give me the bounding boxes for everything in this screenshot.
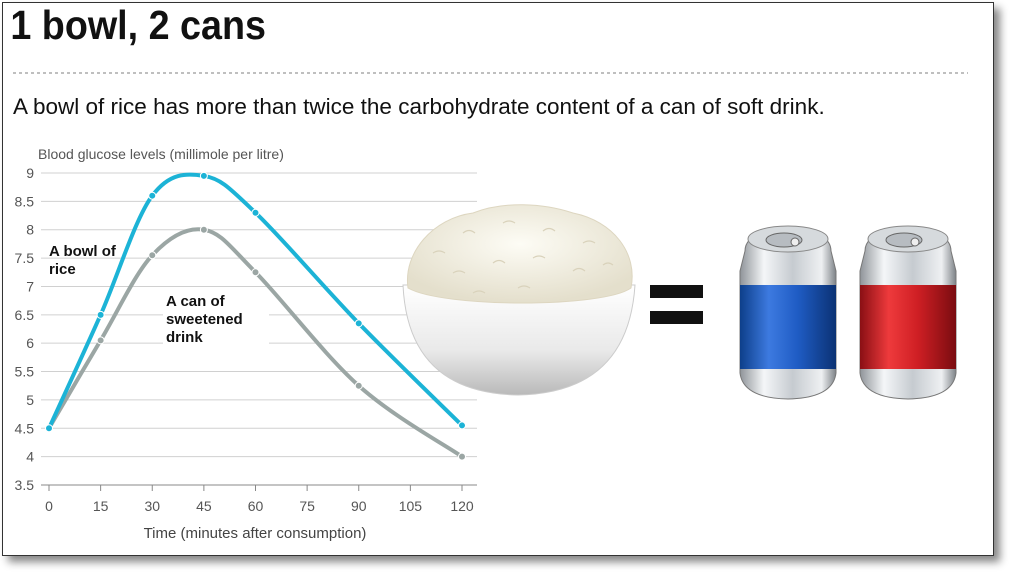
data-point [199, 225, 208, 234]
data-point [96, 336, 105, 345]
data-point [354, 319, 363, 328]
series-label: A bowl of rice [49, 243, 116, 278]
x-tick-label: 75 [299, 498, 315, 514]
red-can [859, 225, 957, 400]
plot: 3.544.555.566.577.588.590 15 30 45 60 75 90 105… [15, 165, 477, 514]
y-tick-label: 8 [26, 222, 34, 238]
y-tick-label: 7.5 [15, 250, 35, 266]
x-axis-label: Time (minutes after consumption) [144, 525, 367, 542]
data-point [148, 251, 157, 260]
x-tick-label: 0 [45, 498, 53, 514]
blue-can [739, 225, 837, 400]
equals-bar [650, 311, 703, 324]
title: 1 bowl, 2 cans [10, 3, 266, 48]
series-label: A can of sweetened drink [163, 293, 269, 347]
y-axis-label: Blood glucose levels (millimole per litr… [38, 146, 284, 162]
x-tick-label: 30 [144, 498, 160, 514]
y-tick-label: 8.5 [15, 193, 35, 209]
data-point [251, 268, 260, 277]
x-tick-label: 120 [450, 498, 474, 514]
y-tick-label: 5.5 [15, 364, 35, 380]
data-point [96, 310, 105, 319]
data-point [458, 452, 466, 461]
data-point [354, 381, 363, 390]
chart: 1 bowl, 2 cans A bowl of rice has more t… [10, 3, 968, 542]
data-point [199, 171, 208, 180]
y-tick-label: 3.5 [15, 477, 35, 493]
y-tick-label: 4 [26, 449, 34, 465]
infographic: 1 bowl, 2 cans A bowl of rice has more t… [2, 2, 994, 556]
y-tick-label: 4.5 [15, 420, 35, 436]
y-tick-label: 7 [26, 278, 34, 294]
rice-bowl [402, 204, 636, 396]
x-tick-label: 90 [351, 498, 367, 514]
y-tick-label: 5 [26, 392, 34, 408]
data-point [251, 208, 260, 217]
data-point [458, 421, 466, 430]
subtitle: A bowl of rice has more than twice the c… [13, 94, 825, 119]
x-tick-label: 45 [196, 498, 212, 514]
x-tick-label: 60 [248, 498, 264, 514]
y-tick-label: 6 [26, 335, 34, 351]
x-tick-label: 15 [93, 498, 109, 514]
x-tick-label: 105 [399, 498, 423, 514]
y-tick-label: 9 [26, 165, 34, 181]
equals-bar [650, 285, 703, 298]
data-point [45, 424, 53, 433]
data-point [148, 191, 157, 200]
y-tick-label: 6.5 [15, 307, 35, 323]
